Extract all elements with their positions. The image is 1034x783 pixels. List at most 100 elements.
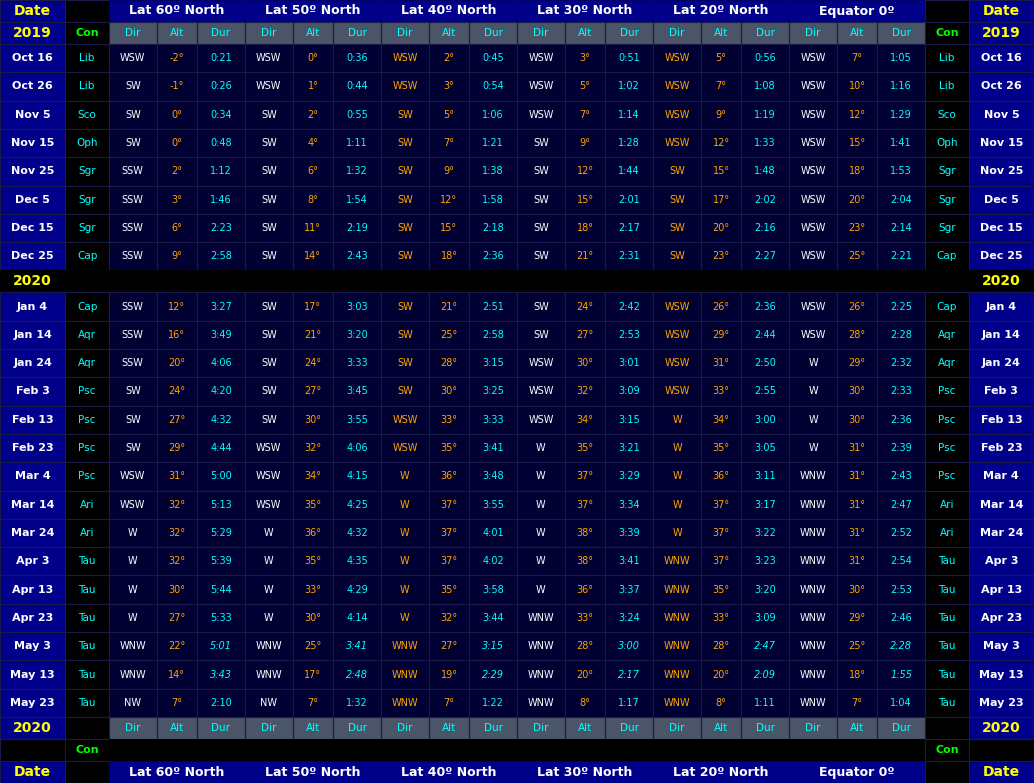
Bar — [837, 72, 877, 100]
Bar — [605, 214, 653, 242]
Text: 3:03: 3:03 — [346, 301, 368, 312]
Text: SW: SW — [261, 415, 277, 425]
Bar — [741, 377, 789, 406]
Bar — [837, 377, 877, 406]
Text: 23°: 23° — [712, 251, 730, 262]
Bar — [517, 72, 565, 100]
Bar — [517, 761, 653, 783]
Text: Lat 50º North: Lat 50º North — [265, 766, 361, 778]
Bar — [469, 321, 517, 349]
Bar — [333, 214, 381, 242]
Text: WNW: WNW — [664, 669, 691, 680]
Bar — [517, 157, 565, 186]
Text: WSW: WSW — [256, 500, 281, 510]
Text: 14°: 14° — [304, 251, 322, 262]
Bar — [789, 519, 837, 547]
Bar — [701, 72, 741, 100]
Bar — [653, 129, 701, 157]
Text: Jan 24: Jan 24 — [982, 358, 1021, 368]
Text: 30°: 30° — [440, 387, 457, 396]
Bar — [381, 717, 429, 739]
Text: 17°: 17° — [712, 195, 730, 204]
Text: WSW: WSW — [392, 415, 418, 425]
Text: 34°: 34° — [712, 415, 730, 425]
Text: 2:58: 2:58 — [210, 251, 232, 262]
Bar — [877, 434, 925, 462]
Bar — [333, 434, 381, 462]
Bar — [925, 186, 969, 214]
Text: 27°: 27° — [440, 641, 458, 651]
Text: SW: SW — [261, 358, 277, 368]
Bar — [109, 377, 157, 406]
Bar — [333, 242, 381, 270]
Bar — [469, 576, 517, 604]
Text: 32°: 32° — [169, 500, 185, 510]
Text: 5:39: 5:39 — [210, 557, 232, 566]
Bar — [837, 717, 877, 739]
Text: WNW: WNW — [664, 613, 691, 623]
Text: Tau: Tau — [79, 698, 96, 708]
Text: 36°: 36° — [577, 585, 594, 594]
Bar — [65, 632, 109, 660]
Text: WSW: WSW — [664, 81, 690, 92]
Bar — [381, 604, 429, 632]
Text: 26°: 26° — [849, 301, 865, 312]
Bar — [701, 129, 741, 157]
Text: 0:51: 0:51 — [618, 53, 640, 63]
Text: SW: SW — [534, 330, 549, 340]
Text: SW: SW — [669, 251, 685, 262]
Bar — [969, 157, 1034, 186]
Text: 5:00: 5:00 — [210, 471, 232, 482]
Bar — [741, 292, 789, 321]
Bar — [109, 349, 157, 377]
Text: 2:21: 2:21 — [890, 251, 912, 262]
Text: 2:02: 2:02 — [754, 195, 777, 204]
Bar — [877, 186, 925, 214]
Bar — [517, 491, 565, 519]
Bar — [0, 462, 65, 491]
Bar — [789, 242, 837, 270]
Text: 25°: 25° — [440, 330, 458, 340]
Bar — [877, 72, 925, 100]
Bar — [653, 377, 701, 406]
Bar — [381, 660, 429, 689]
Text: SW: SW — [261, 166, 277, 176]
Text: 15°: 15° — [577, 195, 594, 204]
Text: Alt: Alt — [306, 723, 321, 733]
Bar — [741, 660, 789, 689]
Text: 15°: 15° — [849, 138, 865, 148]
Text: SW: SW — [125, 138, 141, 148]
Text: 33°: 33° — [712, 387, 730, 396]
Text: WSW: WSW — [800, 195, 826, 204]
Bar — [0, 100, 65, 129]
Text: Dec 5: Dec 5 — [16, 195, 50, 204]
Text: WNW: WNW — [799, 528, 826, 538]
Text: 3:09: 3:09 — [755, 613, 776, 623]
Bar — [969, 519, 1034, 547]
Text: 35°: 35° — [440, 443, 457, 453]
Text: 3:55: 3:55 — [346, 415, 368, 425]
Bar — [741, 717, 789, 739]
Bar — [65, 292, 109, 321]
Text: 8°: 8° — [580, 698, 590, 708]
Bar — [65, 129, 109, 157]
Bar — [157, 214, 197, 242]
Bar — [0, 739, 65, 761]
Text: SW: SW — [397, 330, 413, 340]
Text: 1:21: 1:21 — [482, 138, 504, 148]
Text: 3:37: 3:37 — [618, 585, 640, 594]
Text: Apr 3: Apr 3 — [16, 557, 50, 566]
Text: 20°: 20° — [712, 669, 730, 680]
Text: WSW: WSW — [528, 358, 553, 368]
Bar — [0, 22, 65, 44]
Text: W: W — [264, 613, 274, 623]
Bar — [157, 406, 197, 434]
Text: WSW: WSW — [664, 330, 690, 340]
Text: Dir: Dir — [397, 723, 413, 733]
Bar — [65, 321, 109, 349]
Text: 37°: 37° — [440, 528, 457, 538]
Text: Dur: Dur — [484, 28, 503, 38]
Text: 3:15: 3:15 — [482, 358, 504, 368]
Bar — [837, 292, 877, 321]
Bar — [565, 491, 605, 519]
